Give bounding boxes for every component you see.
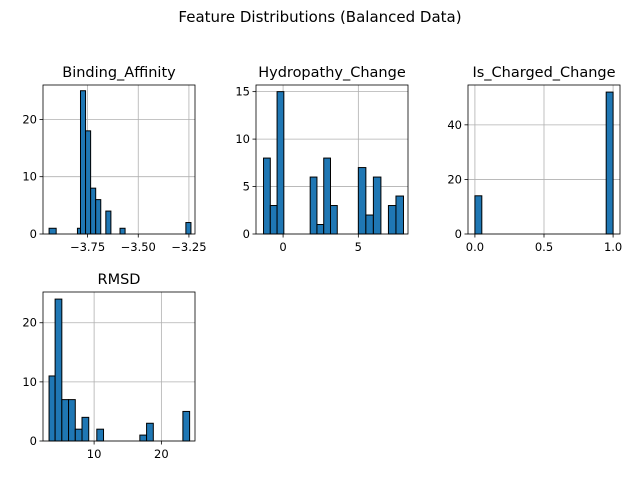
histogram-bar <box>269 205 278 235</box>
y-tick-label: 15 <box>235 85 250 99</box>
histogram-bar <box>185 222 192 235</box>
histogram-bar <box>119 227 126 235</box>
axes-frame <box>42 291 196 442</box>
histogram-bar <box>182 410 191 442</box>
histogram-bar <box>372 176 382 235</box>
figure-title: Feature Distributions (Balanced Data) <box>178 8 461 26</box>
y-tick-label: 0 <box>30 434 37 448</box>
x-tick-label: 1.0 <box>604 240 622 254</box>
histogram-bar <box>309 176 318 235</box>
subplot-title: Hydropathy_Change <box>258 65 406 81</box>
histogram-bar <box>105 210 112 235</box>
histogram-bar <box>395 195 404 235</box>
histogram-bar <box>48 227 57 235</box>
y-tick-label: 20 <box>447 172 462 186</box>
histogram-bar <box>329 205 338 235</box>
histogram-bar <box>474 195 483 235</box>
subplot-title: Is_Charged_Change <box>472 65 615 81</box>
x-tick-label: −3.25 <box>171 240 206 254</box>
y-tick-label: 20 <box>22 316 37 330</box>
histogram-bar <box>81 416 90 442</box>
histogram-bar <box>387 205 397 235</box>
y-tick-label: 20 <box>22 112 37 126</box>
histogram-bar <box>316 224 325 235</box>
x-tick-label: 10 <box>87 447 102 461</box>
histogram-bar <box>146 422 154 442</box>
y-tick-label: 10 <box>235 132 250 146</box>
histogram-bar <box>90 187 97 235</box>
x-tick-label: 0.0 <box>466 240 484 254</box>
subplot-2: 0 5 0 5 10 15 Hydropathy_Change <box>235 65 409 254</box>
y-tick-label: 0 <box>455 227 462 241</box>
x-tick-label: 20 <box>154 447 169 461</box>
subplot-4: 10 20 0 10 20 RMSD <box>22 272 196 461</box>
x-tick-label: 0 <box>279 240 286 254</box>
histogram-bar <box>263 157 271 235</box>
histogram-bar <box>605 91 614 235</box>
axes-frame <box>42 84 196 235</box>
subplot-title: Binding_Affinity <box>62 65 176 81</box>
histogram-bar <box>95 199 102 235</box>
subplot-grid: −3.75 −3.50 −3.25 0 10 20 Binding_Affinity 0 5 0 5… <box>22 65 622 461</box>
histogram-bar <box>85 130 92 235</box>
histogram-bar <box>61 399 70 442</box>
histogram-bar <box>96 428 105 442</box>
subplot-1: −3.75 −3.50 −3.25 0 10 20 Binding_Affinity <box>22 65 206 254</box>
histogram-bar <box>365 214 374 235</box>
histogram-bar <box>48 375 56 442</box>
y-tick-label: 0 <box>30 227 37 241</box>
y-tick-label: 0 <box>243 227 250 241</box>
axes-frame <box>255 84 409 235</box>
x-tick-label: 5 <box>355 240 362 254</box>
subplot-3: 0.0 0.5 1.0 0 20 40 Is_Charged_Change <box>447 65 622 254</box>
histogram-bar <box>79 90 87 235</box>
histogram-bar <box>323 157 331 235</box>
x-tick-label: 0.5 <box>535 240 553 254</box>
x-tick-label: −3.75 <box>70 240 105 254</box>
histogram-bar <box>276 91 285 235</box>
y-tick-label: 10 <box>22 170 37 184</box>
histogram-bar <box>54 298 63 442</box>
x-tick-label: −3.50 <box>121 240 156 254</box>
histogram-bar <box>357 167 367 235</box>
subplot-title: RMSD <box>98 272 141 288</box>
y-tick-label: 10 <box>22 375 37 389</box>
histogram-bar <box>68 399 76 442</box>
y-tick-label: 40 <box>447 118 462 132</box>
y-tick-label: 5 <box>243 180 250 194</box>
histogram-bar <box>74 428 83 442</box>
histogram-bar <box>139 434 148 442</box>
